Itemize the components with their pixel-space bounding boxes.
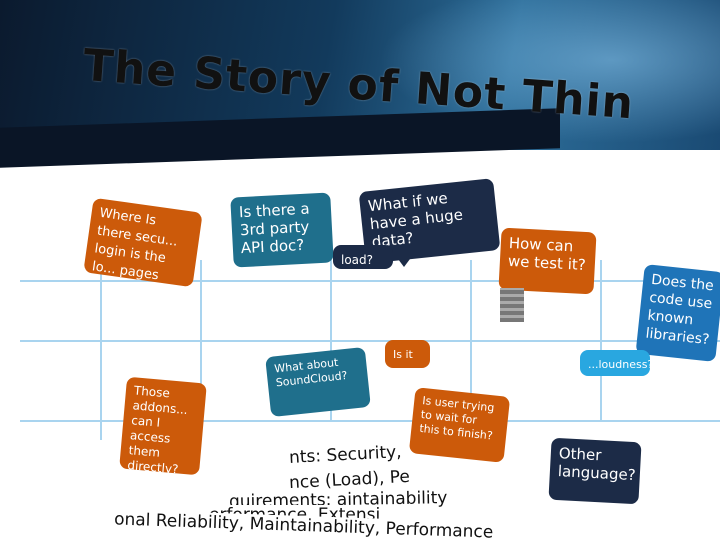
- grid-line: [100, 260, 102, 440]
- grid-line: [20, 280, 720, 282]
- question-bubble-test: How can we test it?: [498, 227, 597, 295]
- question-bubble-other-language: Other language?: [548, 437, 642, 505]
- question-bubble-wait: Is user trying to wait for this to finis…: [408, 387, 511, 463]
- grid-line: [330, 260, 332, 420]
- question-bubble-security: Where Is there secu... login is the lo..…: [83, 197, 203, 288]
- grid-line: [20, 420, 720, 422]
- question-bubble-load: load?: [333, 245, 393, 269]
- question-bubble-loudness: ...loudness?: [580, 350, 653, 376]
- grid-line: [20, 340, 720, 342]
- question-bubble-libraries: Does the code use known libraries?: [635, 264, 720, 362]
- grid-line: [600, 260, 602, 420]
- grid-line: [200, 260, 202, 440]
- question-bubble-partial: Is it ...: [385, 340, 430, 379]
- bubble-tail: [395, 255, 413, 267]
- question-bubble-api: Is there a 3rd party API doc?: [230, 192, 334, 268]
- grid-line: [470, 260, 472, 420]
- building-icon: [500, 288, 524, 322]
- question-bubble-soundcloud: What about SoundCloud?: [265, 346, 371, 418]
- question-bubble-addons: Those addons... can I access them direct…: [119, 376, 207, 476]
- requirements-line: nts: Security,: [284, 441, 407, 469]
